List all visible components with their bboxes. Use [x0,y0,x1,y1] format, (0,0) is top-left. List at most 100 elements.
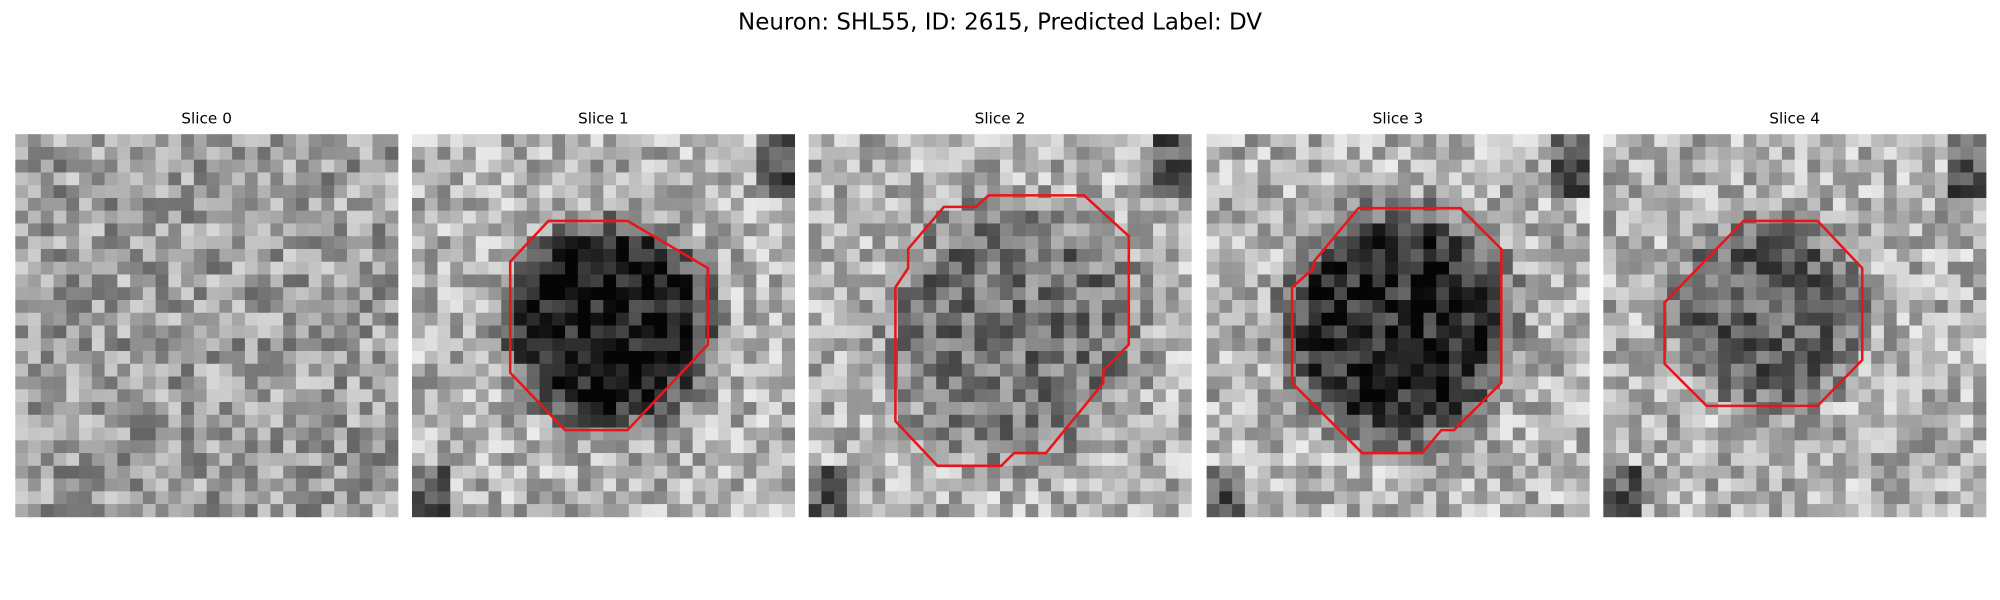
pixel [821,491,835,505]
pixel [130,236,144,250]
pixel [359,223,373,237]
pixel [859,159,873,173]
pixel [1346,236,1361,250]
pixel [539,338,553,352]
pixel [232,134,246,148]
pixel [1295,427,1310,441]
pixel [923,197,937,212]
pixel [1270,300,1284,314]
pixel [193,197,208,212]
pixel [488,274,502,288]
pixel [1283,287,1297,301]
pixel [1114,312,1128,326]
pixel [270,338,284,352]
pixel [1178,248,1192,263]
pixel [616,146,630,161]
pixel [168,478,182,492]
pixel [834,402,848,416]
pixel [1858,453,1872,467]
pixel [1730,402,1745,416]
pixel [1960,146,1974,161]
pixel [1334,325,1348,339]
pixel [1667,236,1681,250]
pixel [743,236,757,250]
pixel [1219,376,1233,390]
pixel [1244,363,1259,377]
pixel [1820,210,1834,224]
pixel [488,491,502,505]
pixel [514,465,528,479]
pixel [1127,223,1141,237]
pixel [526,146,540,161]
pixel [1909,440,1923,454]
pixel [718,287,732,301]
pixel [1973,236,1987,250]
pixel [437,134,451,148]
pixel [359,159,373,173]
pixel [936,274,950,288]
pixel [1807,389,1821,403]
pixel [1283,325,1297,339]
pixel [385,274,399,288]
pixel [257,312,271,326]
pixel [206,389,220,403]
pixel [1270,172,1284,186]
pixel [1153,325,1167,339]
pixel [1321,338,1335,352]
pixel [450,376,464,390]
pixel [1076,312,1090,326]
pixel [372,465,386,479]
pixel [168,159,182,173]
pixel [1512,504,1526,518]
pixel [628,300,642,314]
pixel [641,287,655,301]
pixel [321,172,335,186]
pixel [1525,287,1539,301]
pixel [821,389,835,403]
pixel [1423,236,1437,250]
pixel [1603,389,1617,403]
pixel [1232,159,1246,173]
pixel [1219,504,1233,518]
pixel [679,465,693,479]
pixel [1165,351,1179,365]
pixel [28,172,42,186]
pixel [987,274,1001,288]
pixel [1922,351,1936,365]
pixel [1845,440,1859,454]
pixel [270,159,284,173]
pixel [28,478,42,492]
pixel [1628,402,1642,416]
pixel [463,236,477,250]
pixel [1781,261,1796,275]
pixel [1283,453,1297,467]
pixel [1909,427,1923,441]
pixel [1436,185,1450,199]
pixel [168,248,182,263]
pixel [1334,210,1348,224]
pixel [1641,427,1655,441]
pixel [1178,261,1192,275]
pixel [206,465,220,479]
pixel [450,414,464,428]
pixel [1781,248,1796,263]
pixel [181,504,195,518]
pixel [1448,351,1463,365]
pixel [539,389,553,403]
pixel [1896,427,1910,441]
pixel [1947,453,1961,467]
slice-panel [1603,134,1987,518]
pixel [641,440,655,454]
pixel [910,504,924,518]
pixel [244,465,259,479]
pixel [1807,453,1821,467]
pixel [321,159,335,173]
pixel [117,261,131,275]
pixel [1461,236,1475,250]
pixel [334,440,348,454]
pixel [1232,146,1246,161]
pixel [910,325,924,339]
pixel [168,223,182,237]
pixel [577,465,591,479]
